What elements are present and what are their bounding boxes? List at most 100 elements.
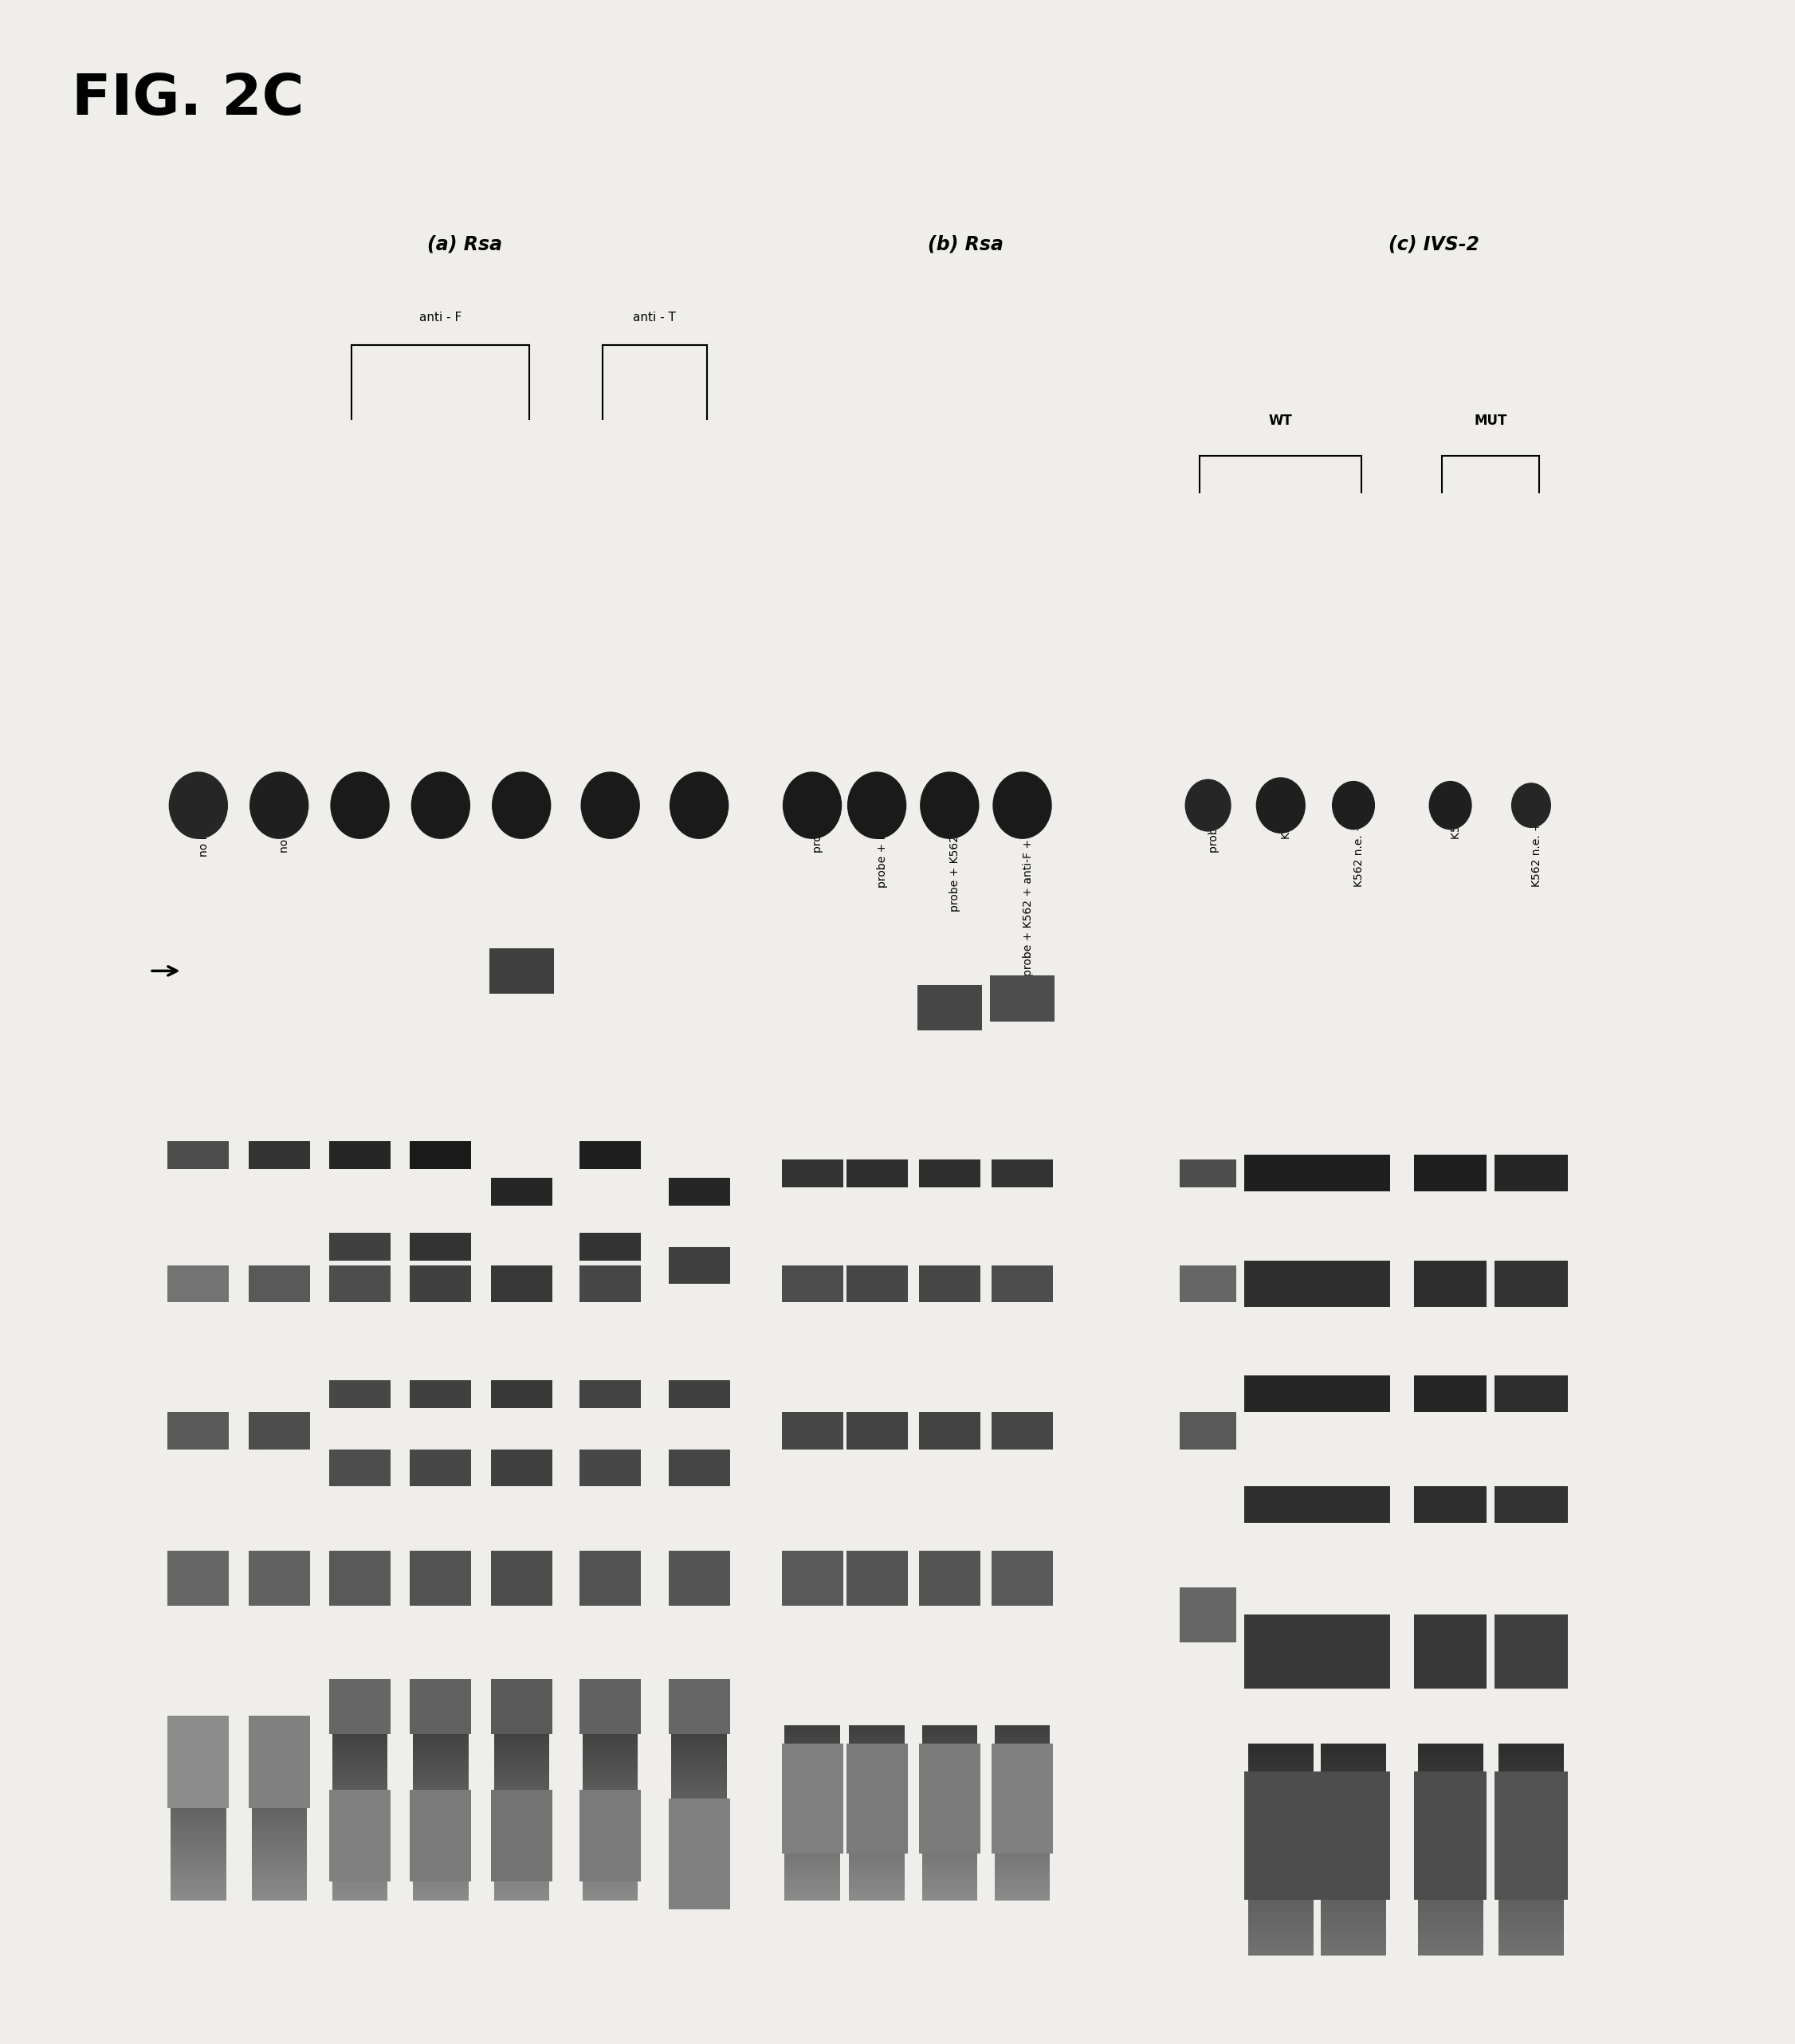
Bar (413, 1780, 468, 1786)
Bar (1499, 1911, 1563, 1919)
Bar (994, 1774, 1050, 1780)
Bar (1499, 1919, 1563, 1925)
Bar (332, 1870, 388, 1876)
Bar (171, 1864, 226, 1870)
Bar (1248, 1752, 1314, 1758)
Bar (994, 1780, 1050, 1786)
Bar (994, 1791, 1050, 1799)
Bar (1321, 1911, 1386, 1919)
Bar (413, 1852, 468, 1858)
Bar (332, 1797, 388, 1805)
Bar (1248, 1831, 1314, 1840)
Bar (994, 1737, 1050, 1744)
Bar (784, 1791, 840, 1799)
Text: probe + K562 n.e.: probe + K562 n.e. (878, 787, 889, 887)
Bar (1499, 1817, 1563, 1823)
Bar (171, 1731, 226, 1737)
Bar (494, 1833, 549, 1840)
Bar (1321, 1897, 1386, 1905)
Bar (409, 1141, 472, 1169)
Bar (1321, 1854, 1386, 1860)
Bar (494, 1821, 549, 1827)
Bar (1499, 1883, 1563, 1891)
Bar (923, 1889, 976, 1895)
Bar (332, 1809, 388, 1815)
Bar (494, 1737, 549, 1744)
Bar (671, 1737, 727, 1744)
Bar (1248, 1889, 1314, 1897)
Bar (784, 1809, 840, 1815)
Bar (1418, 1780, 1483, 1788)
Bar (784, 1780, 840, 1786)
Bar (328, 1449, 391, 1486)
Bar (849, 1756, 905, 1762)
Bar (494, 1768, 549, 1774)
Bar (413, 1756, 468, 1762)
Bar (1321, 1940, 1386, 1948)
Text: K562 n.e.: K562 n.e. (1450, 787, 1461, 840)
Bar (994, 1750, 1050, 1756)
Text: (c) IVS-2: (c) IVS-2 (1389, 235, 1479, 253)
Text: probe + K562 + anti-F: probe + K562 + anti-F (950, 787, 960, 912)
Bar (251, 1809, 307, 1815)
Bar (332, 1780, 388, 1786)
Circle shape (670, 773, 729, 838)
Bar (849, 1864, 905, 1870)
Bar (1499, 1786, 1563, 1795)
Circle shape (169, 773, 228, 838)
Bar (923, 1815, 976, 1821)
Bar (1499, 1897, 1563, 1905)
Bar (583, 1821, 637, 1827)
Bar (413, 1870, 468, 1876)
Bar (1179, 1586, 1237, 1643)
Bar (1499, 1874, 1563, 1883)
Bar (171, 1756, 226, 1762)
Bar (251, 1791, 307, 1799)
Bar (1244, 1615, 1318, 1688)
Bar (1495, 1155, 1567, 1192)
Text: probe alone: probe alone (1208, 787, 1219, 852)
Bar (413, 1876, 468, 1883)
Bar (580, 1141, 641, 1169)
Bar (583, 1846, 637, 1852)
Circle shape (993, 773, 1052, 838)
Bar (994, 1840, 1050, 1846)
Bar (923, 1774, 976, 1780)
Bar (994, 1846, 1050, 1852)
Bar (332, 1821, 388, 1827)
Bar (494, 1852, 549, 1858)
Bar (923, 1784, 976, 1793)
Bar (671, 1750, 727, 1756)
Bar (671, 1821, 727, 1827)
Bar (167, 1715, 230, 1807)
Bar (1499, 1758, 1563, 1766)
Bar (494, 1846, 549, 1852)
Bar (668, 1380, 731, 1408)
Bar (923, 1768, 976, 1774)
Bar (328, 1141, 391, 1169)
Bar (332, 1876, 388, 1883)
Bar (671, 1858, 727, 1864)
Bar (1418, 1948, 1483, 1956)
Bar (784, 1889, 840, 1895)
Bar (494, 1725, 549, 1731)
Bar (923, 1858, 976, 1864)
Bar (167, 1141, 230, 1169)
Bar (1318, 1770, 1389, 1901)
Bar (1248, 1911, 1314, 1919)
Bar (994, 1797, 1050, 1805)
Bar (332, 1784, 388, 1793)
Bar (251, 1774, 307, 1780)
Bar (494, 1883, 549, 1889)
Bar (583, 1791, 637, 1799)
Bar (1248, 1758, 1314, 1766)
Bar (923, 1833, 976, 1840)
Bar (332, 1803, 388, 1809)
Bar (171, 1762, 226, 1768)
Bar (1318, 1486, 1389, 1523)
Bar (784, 1744, 840, 1750)
Bar (490, 1177, 553, 1206)
Circle shape (492, 773, 551, 838)
Bar (919, 1159, 980, 1188)
Bar (784, 1870, 840, 1876)
